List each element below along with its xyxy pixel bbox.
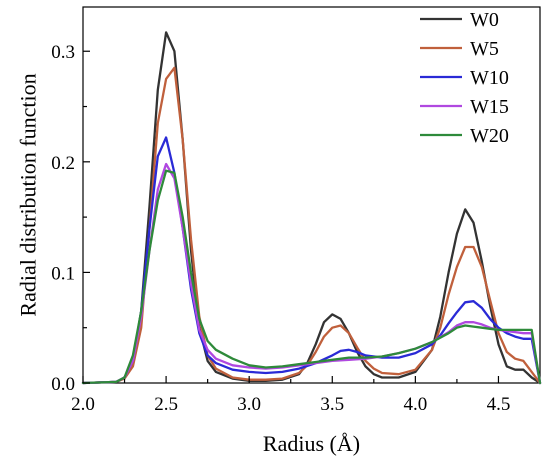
y-tick-label: 0.1 <box>51 263 75 284</box>
x-axis: 2.0 2.5 3.0 3.5 4.0 4.5 <box>71 376 510 415</box>
legend-item: W15 <box>420 96 509 118</box>
series-line-w20 <box>81 169 542 385</box>
x-tick-label: 2.5 <box>154 394 178 415</box>
legend-label: W20 <box>470 125 509 147</box>
legend-item: W0 <box>420 9 499 31</box>
legend-label: W15 <box>470 96 509 118</box>
x-tick-label: 3.5 <box>320 394 344 415</box>
legend-item: W5 <box>420 38 499 60</box>
x-tick-label: 3.0 <box>237 394 261 415</box>
y-axis-title: Radial distribution function <box>16 73 41 316</box>
legend: W0 W5 W10 W15 W20 <box>420 9 509 147</box>
series-line-w0 <box>81 31 542 385</box>
legend-item: W10 <box>420 67 509 89</box>
x-tick-label: 2.0 <box>71 394 95 415</box>
y-tick-label: 0.3 <box>51 42 75 63</box>
y-tick-label: 0.0 <box>51 374 75 395</box>
series-layer <box>81 31 542 385</box>
series-line-w10 <box>81 136 542 385</box>
x-axis-title: Radius (Å) <box>263 431 360 456</box>
y-axis: 0.0 0.1 0.2 0.3 <box>51 42 90 395</box>
legend-label: W5 <box>470 38 499 60</box>
plot-border <box>82 6 541 384</box>
plot-frame <box>82 6 541 384</box>
x-tick-label: 4.0 <box>403 394 427 415</box>
legend-item: W20 <box>420 125 509 147</box>
series-line-w5 <box>81 66 542 385</box>
legend-label: W0 <box>470 9 499 31</box>
legend-label: W10 <box>470 67 509 89</box>
y-tick-label: 0.2 <box>51 153 75 174</box>
x-tick-label: 4.5 <box>487 394 511 415</box>
